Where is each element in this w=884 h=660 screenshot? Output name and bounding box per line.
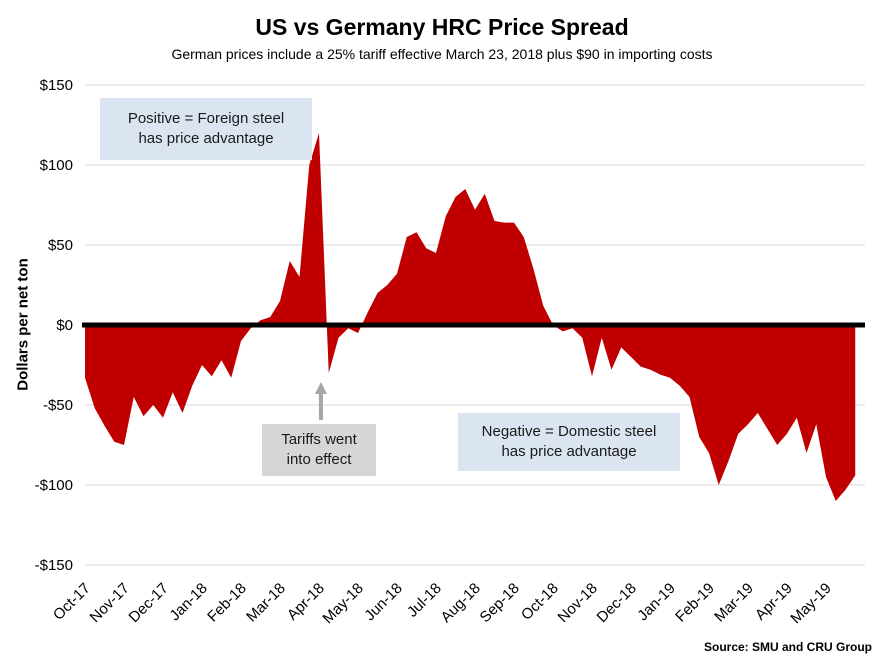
- x-tick-label: Aug-18: [438, 580, 484, 626]
- negative-annotation-line1: Negative = Domestic steel: [481, 422, 657, 440]
- spread-area-series: [85, 133, 856, 501]
- x-tick-label: Feb-19: [672, 580, 718, 626]
- y-tick-label: $50: [48, 237, 73, 254]
- y-tick-label: $150: [40, 77, 73, 94]
- positive-annotation: Positive = Foreign steel has price advan…: [100, 98, 312, 160]
- x-tick-label: May-19: [787, 580, 834, 627]
- x-tick-label: Dec-17: [126, 580, 172, 626]
- tariffs-annotation-line2: into effect: [286, 451, 352, 468]
- negative-annotation: Negative = Domestic steel has price adva…: [458, 413, 680, 471]
- tariffs-annotation-line1: Tariffs went: [281, 430, 357, 448]
- positive-annotation-line2: has price advantage: [138, 130, 274, 147]
- positive-annotation-line1: Positive = Foreign steel: [127, 109, 285, 127]
- y-tick-label: -$150: [35, 557, 73, 574]
- y-tick-label: -$50: [43, 397, 73, 414]
- x-tick-label: May-18: [319, 580, 366, 627]
- x-tick-label: Mar-18: [243, 580, 289, 626]
- x-tick-label: Sep-18: [477, 580, 523, 626]
- x-tick-label: Oct-17: [50, 580, 94, 624]
- tariffs-arrow-head: [314, 382, 327, 394]
- x-tick-label: Mar-19: [711, 580, 757, 626]
- y-tick-label: $0: [56, 317, 73, 334]
- negative-annotation-line2: has price advantage: [501, 443, 637, 460]
- source-note: Source: SMU and CRU Group: [703, 640, 872, 654]
- x-tick-label: Jan-19: [634, 580, 678, 624]
- x-tick-label: Jun-18: [361, 580, 405, 624]
- chart-subtitle: German prices include a 25% tariff effec…: [171, 46, 713, 62]
- tariffs-annotation: Tariffs went into effect: [262, 424, 376, 476]
- x-tick-label: Feb-18: [204, 580, 250, 626]
- x-tick-label: Dec-18: [594, 580, 640, 626]
- x-tick-label: Jan-18: [166, 580, 210, 624]
- y-tick-label: $100: [40, 157, 73, 174]
- chart-title: US vs Germany HRC Price Spread: [255, 14, 629, 40]
- x-tick-label: Nov-17: [87, 580, 133, 626]
- x-tick-label: Nov-18: [555, 580, 601, 626]
- y-tick-label: -$100: [35, 477, 73, 494]
- x-tick-label: Oct-18: [518, 580, 562, 624]
